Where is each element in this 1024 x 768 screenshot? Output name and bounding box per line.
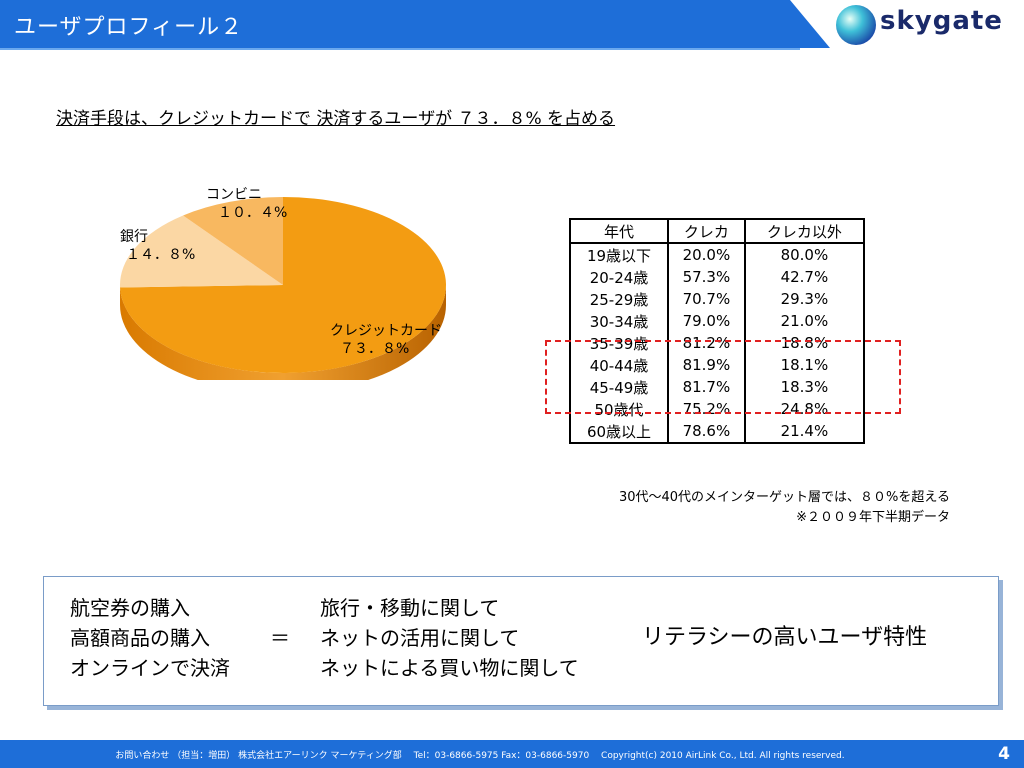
summary-left-list: 航空券の購入 高額商品の購入 オンラインで決済 <box>70 593 230 683</box>
summary-middle-list: 旅行・移動に関して ネットの活用に関して ネットによる買い物に関して <box>320 593 579 683</box>
table-cell: 81.2% <box>667 332 746 354</box>
pie-slices <box>120 197 447 373</box>
table-cell: 18.3% <box>743 376 866 398</box>
table-cell: 29.3% <box>743 288 866 310</box>
summary-equals: ＝ <box>270 626 290 650</box>
table-row: 19歳以下 20.0% 80.0% <box>569 243 866 266</box>
page-title: ユーザプロフィール２ <box>14 15 244 40</box>
table-cell: 81.7% <box>667 376 746 398</box>
table-row: 25-29歳 70.7% 29.3% <box>569 288 866 310</box>
table-cell: 78.6% <box>667 420 746 444</box>
table-row: 30-34歳 79.0% 21.0% <box>569 310 866 332</box>
table-header-row: 年代 クレカ クレカ以外 <box>569 218 866 244</box>
table-cell: 40-44歳 <box>569 354 669 376</box>
table-cell: 19歳以下 <box>569 243 669 266</box>
pie-label-bank: 銀行 １４．８% <box>120 229 196 263</box>
table-header-age: 年代 <box>569 218 669 244</box>
table-cell: 18.1% <box>743 354 866 376</box>
highlight-dashed-box <box>545 340 901 414</box>
summary-conclusion: リテラシーの高いユーザ特性 <box>642 625 928 650</box>
table-cell: 21.0% <box>743 310 866 332</box>
summary-left-item: オンラインで決済 <box>70 656 230 680</box>
table-cell: 57.3% <box>667 266 746 288</box>
header-stripe <box>0 48 800 50</box>
summary-middle-item: 旅行・移動に関して <box>320 596 500 620</box>
table-row: 35-39歳 81.2% 18.8% <box>569 332 866 354</box>
table-cell: 81.9% <box>667 354 746 376</box>
table-cell: 42.7% <box>743 266 866 288</box>
summary-middle-item: ネットの活用に関して <box>320 626 520 650</box>
pie-label-credit: クレジットカード ７３．８% <box>330 323 442 357</box>
table-cell: 45-49歳 <box>569 376 669 398</box>
table-cell: 70.7% <box>667 288 746 310</box>
pie-slice-credit <box>120 197 447 373</box>
logo-text: skygate <box>880 6 1003 36</box>
summary-box: 航空券の購入 高額商品の購入 オンラインで決済 ＝ 旅行・移動に関して ネットの… <box>43 576 999 706</box>
table-cell: 21.4% <box>743 420 866 444</box>
footer-bar: お問い合わせ （担当：増田） 株式会社エアーリンク マーケティング部 Tel：0… <box>0 740 1024 768</box>
pie-label-konbini: コンビニ １０．４% <box>206 187 288 221</box>
footer-contact: お問い合わせ （担当：増田） 株式会社エアーリンク マーケティング部 Tel：0… <box>115 751 845 761</box>
headline: 決済手段は、クレジットカードで 決済するユーザが ７３．８% を占める <box>56 109 616 129</box>
table-row: 45-49歳 81.7% 18.3% <box>569 376 866 398</box>
table-row: 20-24歳 57.3% 42.7% <box>569 266 866 288</box>
pie-slice-konbini <box>183 197 283 285</box>
payment-pie-chart <box>120 197 447 380</box>
table-cell: 20.0% <box>667 243 746 266</box>
table-cell: 20-24歳 <box>569 266 669 288</box>
pie-slice-bank <box>120 215 283 288</box>
note-data-period: ※２００９年下半期データ <box>796 510 950 525</box>
table-row: 40-44歳 81.9% 18.1% <box>569 354 866 376</box>
note-main-target: 30代～40代のメインターゲット層では、８０%を超える <box>618 490 950 505</box>
summary-left-item: 高額商品の購入 <box>70 626 210 650</box>
page-number: 4 <box>998 744 1010 764</box>
table-cell: 50歳代 <box>569 398 669 420</box>
table-cell: 35-39歳 <box>569 332 669 354</box>
logo-panel <box>790 0 1024 48</box>
globe-icon <box>836 5 876 45</box>
table-cell: 30-34歳 <box>569 310 669 332</box>
summary-middle-item: ネットによる買い物に関して <box>320 656 579 680</box>
table-cell: 18.8% <box>743 332 866 354</box>
table-header-other: クレカ以外 <box>743 218 866 244</box>
table-cell: 80.0% <box>743 243 866 266</box>
table-cell: 25-29歳 <box>569 288 669 310</box>
summary-left-item: 航空券の購入 <box>70 596 190 620</box>
age-credit-table: 年代 クレカ クレカ以外 19歳以下 20.0% 80.0% 20-24歳 57.3%… <box>569 218 866 444</box>
table-cell: 79.0% <box>667 310 746 332</box>
table-row: 50歳代 75.2% 24.8% <box>569 398 866 420</box>
table-row: 60歳以上 78.6% 21.4% <box>569 420 866 444</box>
table-cell: 60歳以上 <box>569 420 669 444</box>
table-header-credit: クレカ <box>667 218 746 244</box>
